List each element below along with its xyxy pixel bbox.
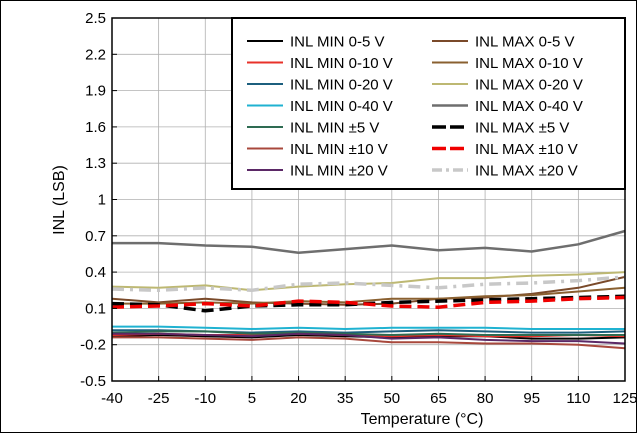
legend-label-8: INL MAX 0-10 V — [475, 55, 583, 72]
series-line-12 — [111, 295, 626, 309]
legend-label-2: INL MIN 0-20 V — [290, 77, 393, 94]
x-tick-label: 80 — [477, 390, 494, 407]
series-line-3 — [112, 325, 625, 330]
x-tick-label: -40 — [101, 390, 123, 407]
legend-box — [231, 17, 626, 190]
legend-label-12: INL MAX ±10 V — [475, 141, 578, 158]
series-line-8 — [112, 286, 626, 305]
x-tick-label: 110 — [566, 390, 590, 407]
legend: INL MIN 0-5 V INL MIN 0-10 V INL MIN 0-20 … — [231, 17, 626, 190]
series-line-10 — [112, 229, 626, 254]
legend-label-1: INL MIN 0-10 V — [290, 55, 393, 72]
series-line-4 — [111, 330, 625, 336]
y-tick-label: 0.1 — [85, 300, 106, 317]
legend-label-9: INL MAX 0-20 V — [475, 77, 583, 94]
x-tick-label: 20 — [290, 390, 307, 407]
y-tick-label: 1.9 — [85, 83, 106, 100]
y-axis-ticks: -0.5 -0.2 0.1 0.4 0.7 1 1.3 1.6 1.9 2.2 2.5 — [80, 10, 117, 390]
legend-label-5: INL MIN ±10 V — [290, 141, 388, 158]
y-tick-label: 0.4 — [85, 264, 106, 281]
x-tick-label: 5 — [248, 390, 256, 407]
legend-label-13: INL MAX ±20 V — [475, 163, 578, 180]
legend-label-11: INL MAX ±5 V — [475, 120, 569, 137]
legend-label-7: INL MAX 0-5 V — [475, 34, 574, 51]
y-tick-label: 1.6 — [85, 119, 106, 136]
series-line-13 — [111, 275, 626, 293]
x-tick-label: -10 — [194, 390, 216, 407]
x-tick-label: -25 — [148, 390, 170, 407]
y-tick-label: 1 — [98, 192, 106, 209]
y-tick-label: 0.7 — [85, 228, 106, 245]
legend-label-0: INL MIN 0-5 V — [290, 34, 384, 51]
x-tick-label: 35 — [337, 390, 354, 407]
series-lines — [111, 229, 626, 350]
x-tick-label: 95 — [523, 390, 540, 407]
legend-label-4: INL MIN ±5 V — [290, 120, 379, 137]
x-tick-label: 65 — [430, 390, 447, 407]
legend-label-3: INL MIN 0-40 V — [290, 98, 393, 115]
x-tick-label: 125 — [612, 390, 637, 407]
legend-label-10: INL MAX 0-40 V — [475, 98, 583, 115]
legend-label-6: INL MIN ±20 V — [290, 163, 388, 180]
y-axis-label: INL (LSB) — [51, 165, 68, 235]
x-tick-label: 50 — [383, 390, 400, 407]
y-tick-label: -0.2 — [80, 337, 106, 354]
y-tick-label: 2.2 — [85, 46, 106, 63]
series-line-9 — [111, 271, 626, 292]
series-line-6 — [112, 332, 626, 345]
x-axis-ticks: -40 -25 -10 5 20 35 50 65 80 95 110 125 — [101, 376, 637, 407]
y-tick-label: 2.5 — [85, 10, 106, 27]
x-axis-label: Temperature (°C) — [361, 411, 484, 428]
y-tick-label: 1.3 — [85, 155, 106, 172]
series-line-5 — [112, 336, 626, 350]
y-tick-label: -0.5 — [80, 373, 106, 390]
